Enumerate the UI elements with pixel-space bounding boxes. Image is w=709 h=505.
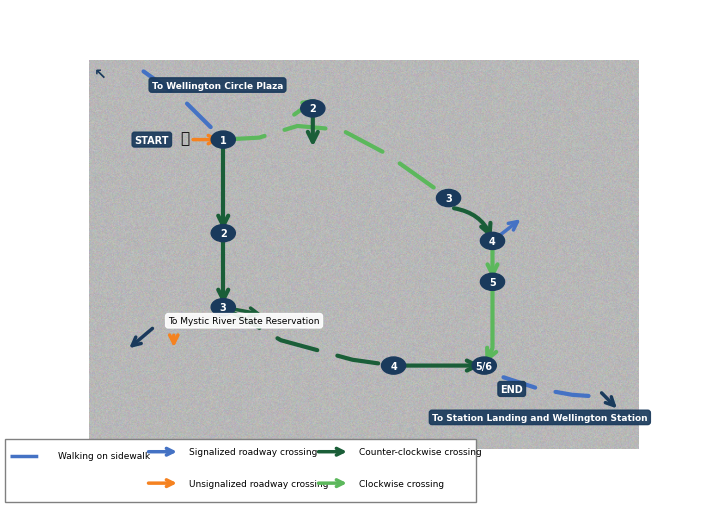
- Circle shape: [211, 299, 235, 316]
- Circle shape: [481, 274, 505, 291]
- Text: To Mystic River State Reservation: To Mystic River State Reservation: [168, 317, 320, 326]
- Circle shape: [211, 132, 235, 149]
- Text: 3: 3: [220, 302, 227, 313]
- Circle shape: [381, 358, 406, 374]
- Text: Signalized roadway crossing: Signalized roadway crossing: [189, 447, 318, 457]
- Text: Unsignalized roadway crossing: Unsignalized roadway crossing: [189, 479, 329, 488]
- Circle shape: [472, 358, 496, 374]
- Text: Clockwise crossing: Clockwise crossing: [359, 479, 445, 488]
- Text: ↖: ↖: [94, 67, 107, 82]
- Text: 4: 4: [390, 361, 397, 371]
- Text: 5/6: 5/6: [476, 361, 493, 371]
- Text: START: START: [135, 135, 169, 145]
- Text: 1: 1: [220, 135, 227, 145]
- Text: 🚶: 🚶: [180, 131, 189, 146]
- FancyBboxPatch shape: [5, 439, 476, 502]
- Text: Walking on sidewalk: Walking on sidewalk: [58, 451, 150, 461]
- Text: END: END: [501, 384, 523, 394]
- Text: To Station Landing and Wellington Station: To Station Landing and Wellington Statio…: [432, 413, 648, 422]
- Text: 3: 3: [445, 193, 452, 204]
- Circle shape: [437, 190, 461, 207]
- Text: 5: 5: [489, 277, 496, 287]
- Circle shape: [301, 100, 325, 118]
- Circle shape: [481, 233, 505, 250]
- Text: To Wellington Circle Plaza: To Wellington Circle Plaza: [152, 81, 283, 90]
- Text: 2: 2: [309, 104, 316, 114]
- Text: Counter-clockwise crossing: Counter-clockwise crossing: [359, 447, 482, 457]
- Circle shape: [211, 225, 235, 242]
- Text: 2: 2: [220, 229, 227, 239]
- Text: 4: 4: [489, 236, 496, 246]
